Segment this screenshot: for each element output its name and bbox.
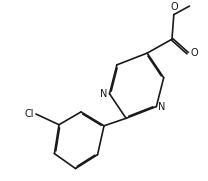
- Text: O: O: [190, 48, 198, 58]
- Text: N: N: [158, 102, 166, 111]
- Text: N: N: [100, 89, 108, 99]
- Text: Cl: Cl: [25, 109, 34, 119]
- Text: O: O: [170, 3, 178, 12]
